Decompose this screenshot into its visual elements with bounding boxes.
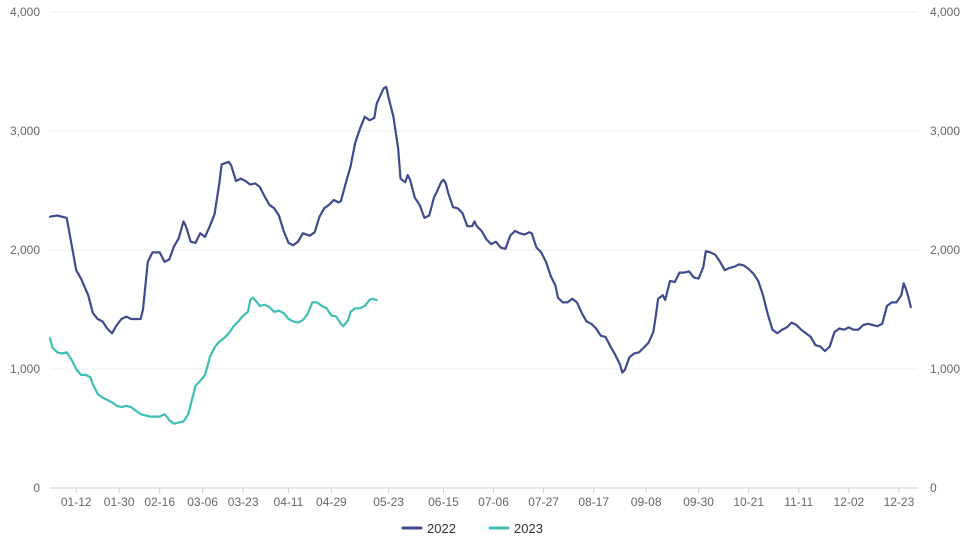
x-tick-label: 01-30 [104,495,135,509]
y-axis-right: 0 1,000 2,000 3,000 4,000 [930,5,960,495]
y-tick-label-right: 2,000 [930,243,960,257]
y-tick-label-right: 1,000 [930,362,960,376]
y-tick-label-left: 4,000 [10,5,40,19]
x-tick-label: 07-06 [478,495,509,509]
x-tick-label: 10-21 [733,495,764,509]
y-tick-label-left: 0 [33,481,40,495]
x-tick-label: 03-06 [187,495,218,509]
legend-label-2022[interactable]: 2022 [427,521,456,536]
y-tick-label-left: 1,000 [10,362,40,376]
x-axis: 01-12 01-30 02-16 03-06 03-23 04-11 04-29 05-23… [61,488,915,509]
legend-label-2023[interactable]: 2023 [514,521,543,536]
x-tick-label: 06-15 [428,495,459,509]
x-tick-label: 05-23 [373,495,404,509]
x-tick-label: 01-12 [61,495,92,509]
y-tick-label-left: 2,000 [10,243,40,257]
y-axis-left: 0 1,000 2,000 3,000 4,000 [10,5,40,495]
x-tick-label: 02-16 [144,495,175,509]
grid-lines [50,11,918,489]
y-tick-label-left: 3,000 [10,124,40,138]
y-tick-label-right: 3,000 [930,124,960,138]
legend: 2022 2023 [401,521,543,536]
x-tick-label: 07-27 [528,495,559,509]
x-tick-label: 12-23 [884,495,915,509]
y-tick-label-right: 4,000 [930,5,960,19]
x-tick-label: 04-29 [316,495,347,509]
x-tick-label: 09-08 [631,495,662,509]
x-tick-label: 03-23 [228,495,259,509]
x-tick-label: 08-17 [578,495,609,509]
x-tick-label: 12-02 [833,495,864,509]
series-line-2023 [48,296,378,425]
y-tick-label-right: 0 [930,481,937,495]
x-tick-label: 04-11 [274,495,304,509]
series-line-2022 [48,85,912,374]
series-lines [48,85,912,425]
x-tick-label: 11-11 [784,495,813,509]
x-tick-label: 09-30 [683,495,714,509]
